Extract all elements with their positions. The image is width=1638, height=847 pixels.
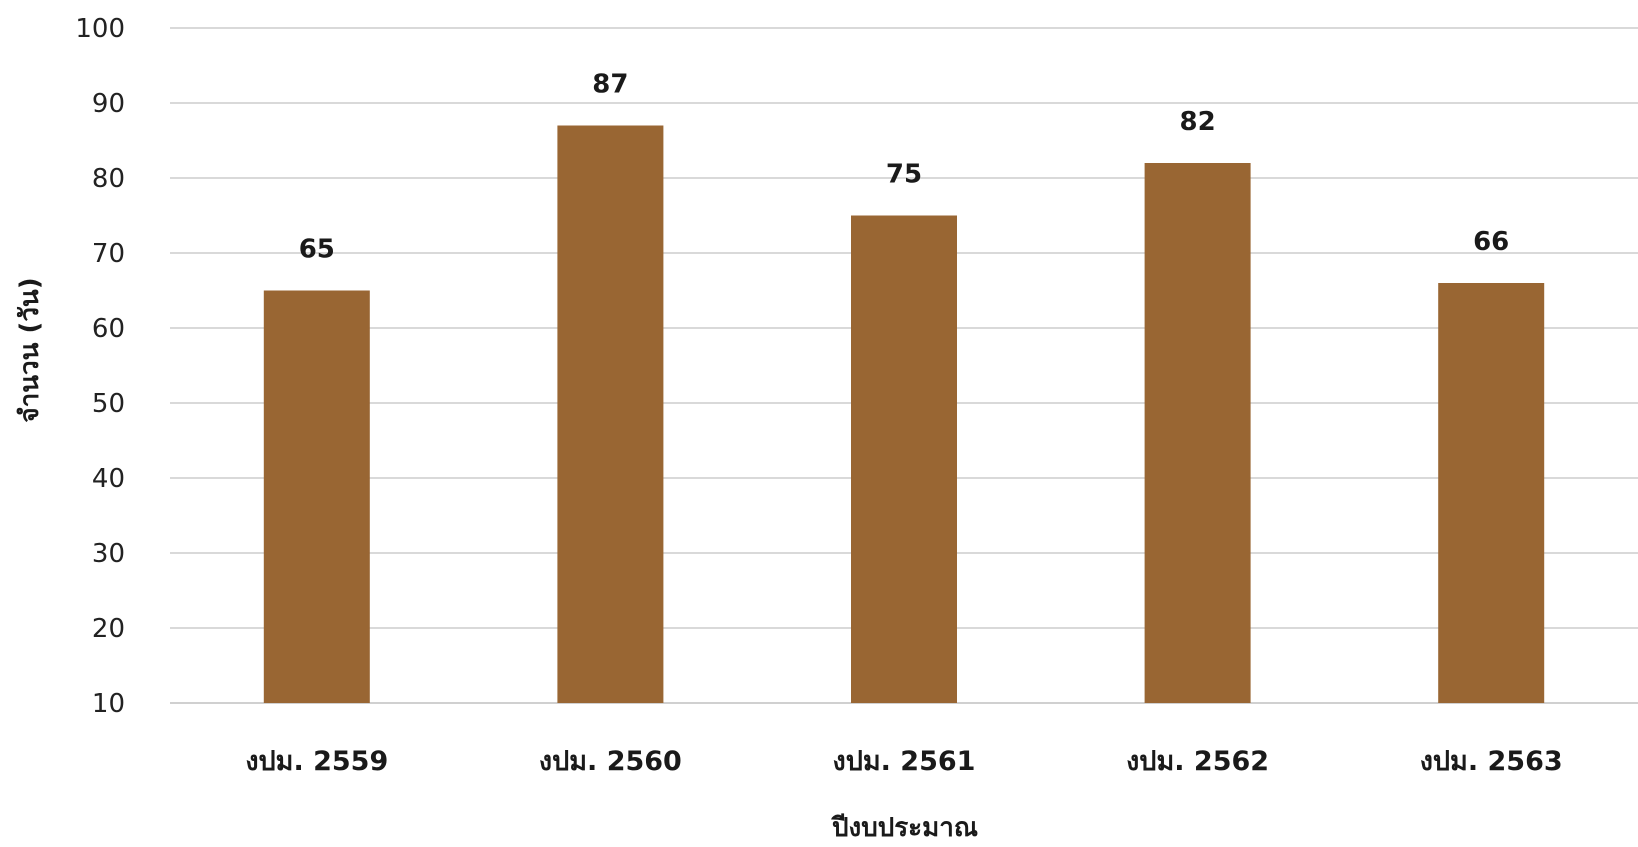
data-label: 66 xyxy=(1473,227,1509,257)
x-tick-label: งปม. 2561 xyxy=(833,746,976,777)
y-tick-label: 80 xyxy=(92,164,125,194)
x-axis-ticks: งปม. 2559 งปม. 2560 งปม. 2561 งปม. 2562 งปม.… xyxy=(245,746,1562,777)
y-tick-label: 90 xyxy=(92,89,125,119)
x-tick-label: งปม. 2563 xyxy=(1420,746,1563,777)
y-tick-label: 40 xyxy=(92,464,125,494)
data-labels: 65 87 75 82 66 xyxy=(299,70,1510,265)
bar xyxy=(1144,163,1251,703)
y-tick-label: 70 xyxy=(92,239,125,269)
bar xyxy=(1438,283,1545,703)
x-tick-label: งปม. 2560 xyxy=(539,746,682,777)
y-tick-label: 30 xyxy=(92,539,125,569)
y-tick-label: 100 xyxy=(75,14,125,44)
y-tick-label: 60 xyxy=(92,314,125,344)
data-label: 75 xyxy=(886,160,922,190)
y-axis-title: จำนวน (วัน) xyxy=(15,277,45,422)
bar xyxy=(557,125,664,703)
y-axis-ticks: 10 20 30 40 50 60 70 80 90 100 xyxy=(75,14,125,719)
x-tick-label: งปม. 2559 xyxy=(245,746,388,777)
data-label: 65 xyxy=(299,235,335,265)
bars xyxy=(263,125,1545,703)
bar xyxy=(851,215,957,703)
y-tick-label: 20 xyxy=(92,614,125,644)
x-axis-title: ปีงบประมาณ xyxy=(831,813,978,843)
y-tick-label: 10 xyxy=(92,689,125,719)
data-label: 82 xyxy=(1180,107,1216,137)
x-tick-label: งปม. 2562 xyxy=(1126,746,1269,777)
y-tick-label: 50 xyxy=(92,389,125,419)
data-label: 87 xyxy=(592,70,628,100)
bar xyxy=(263,290,370,703)
